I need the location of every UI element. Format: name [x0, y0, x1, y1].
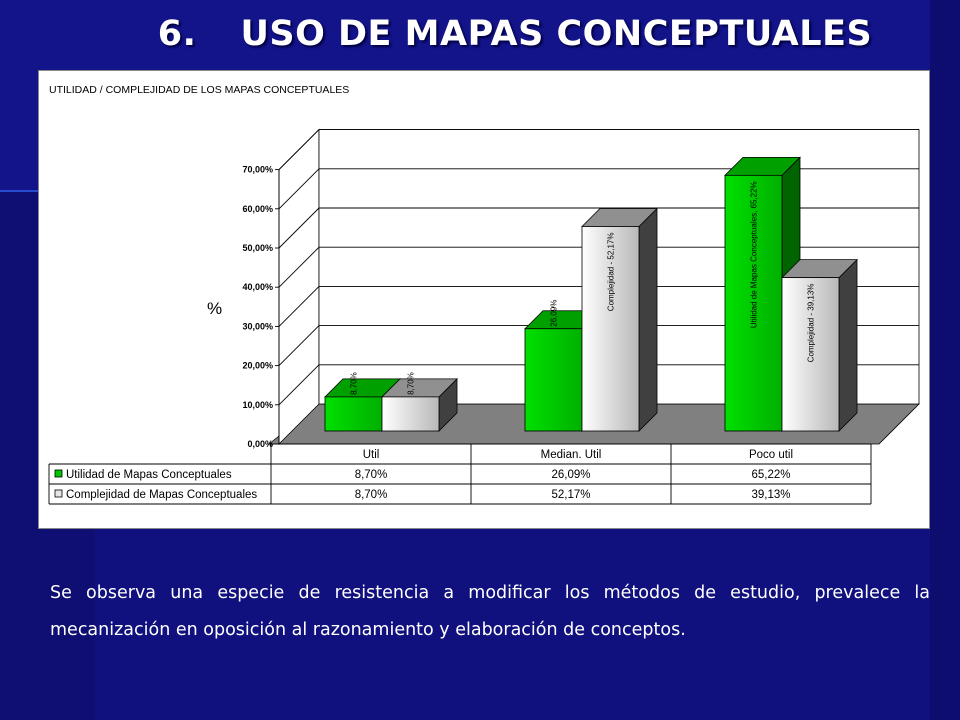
table-cell-value: 52,17% — [551, 489, 590, 501]
background-right-band — [930, 0, 960, 720]
bar — [781, 277, 840, 432]
bar — [581, 226, 640, 432]
bar — [381, 396, 440, 432]
gridline-side — [278, 286, 320, 327]
bar — [524, 328, 583, 432]
table-cell-value: 8,70% — [355, 469, 388, 481]
y-tick-label: 10,00% — [242, 400, 273, 410]
table-cell-value: 8,70% — [355, 489, 388, 501]
chart-panel: UTILIDAD / COMPLEJIDAD DE LOS MAPAS CONC… — [38, 70, 930, 529]
bar-side — [638, 207, 658, 432]
legend-swatch — [54, 489, 63, 498]
slide-title-text: USO DE MAPAS CONCEPTUALES — [240, 14, 873, 54]
gridline-side — [278, 364, 320, 406]
x-tick-label: Median. Util — [541, 449, 602, 461]
gridline-side — [278, 207, 320, 249]
gridline-side — [278, 325, 320, 366]
y-tick-label: 70,00% — [242, 165, 273, 175]
gridline-side — [278, 168, 320, 210]
bar — [324, 396, 383, 432]
table-cell-value: 26,09% — [551, 469, 590, 481]
gridline-side — [278, 129, 320, 170]
y-tick-label: 40,00% — [242, 282, 273, 292]
slide-title-number: 6. — [157, 14, 197, 54]
chart-side-wall — [278, 128, 320, 445]
bar-data-label: 26,09% — [550, 300, 559, 327]
bar-data-label: Utilidad de Mapas Conceptuales, 65,22% — [750, 181, 759, 328]
legend-label: Complejidad de Mapas Conceptuales — [66, 489, 257, 501]
x-tick-label: Poco util — [749, 449, 793, 461]
table-cell-value: 39,13% — [751, 489, 790, 501]
bar-chart: UTILIDAD / COMPLEJIDAD DE LOS MAPAS CONC… — [48, 84, 920, 505]
y-tick-label: 20,00% — [242, 361, 273, 371]
bar-side — [838, 258, 858, 432]
y-tick-label: 0,00% — [247, 439, 273, 449]
slide-title: 6. USO DE MAPAS CONCEPTUALES — [0, 14, 960, 54]
bar-data-label: Complejidad - 39,13% — [807, 284, 816, 363]
table-cell-value: 65,22% — [751, 469, 790, 481]
bar-data-label: Complejidad - 52,17% — [607, 232, 616, 311]
bar — [724, 174, 783, 432]
bar-data-label: 8,70% — [350, 372, 359, 395]
x-tick-label: Util — [363, 449, 380, 461]
y-tick-label: 50,00% — [242, 243, 273, 253]
bar-data-label: 8,70% — [407, 372, 416, 395]
legend-swatch — [54, 469, 63, 478]
slide-body-text: Se observa una especie de resistencia a … — [50, 583, 930, 640]
gridline-side — [278, 246, 320, 288]
legend-label: Utilidad de Mapas Conceptuales — [66, 469, 232, 481]
y-axis-label: % — [207, 299, 222, 318]
y-tick-label: 30,00% — [242, 321, 273, 331]
background-accent-line — [0, 190, 40, 192]
chart-title: UTILIDAD / COMPLEJIDAD DE LOS MAPAS CONC… — [49, 84, 349, 96]
y-tick-label: 60,00% — [242, 204, 273, 214]
